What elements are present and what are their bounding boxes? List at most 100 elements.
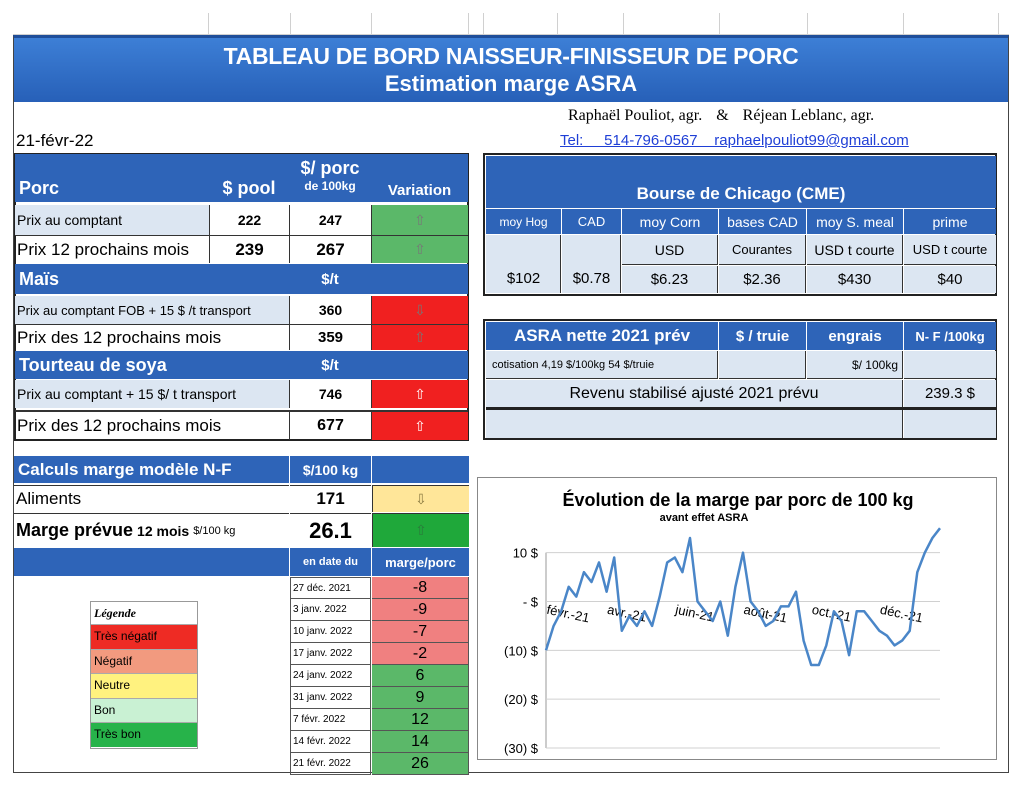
- grid-line: [623, 13, 624, 35]
- marge-prevue-unit: $/100 kg: [193, 524, 236, 537]
- history-margin-value: 12: [372, 709, 469, 731]
- cme-s-bases: Courantes: [719, 235, 806, 265]
- marge-header-blank: [372, 456, 469, 483]
- porc-row1-porc: 247: [289, 205, 371, 235]
- grid-line: [290, 13, 291, 35]
- arrow-up-icon: ⇧: [414, 385, 426, 402]
- report-date: 21-févr-22: [16, 131, 94, 150]
- cme-s-corn: USD: [622, 235, 718, 265]
- cme-v-prime: $40: [904, 266, 996, 293]
- arrow-down-icon: ⇩: [415, 490, 427, 507]
- cme-v-meal: $430: [807, 266, 903, 293]
- x-tick-label: déc.-21: [879, 602, 925, 626]
- history-margin-value: -7: [372, 621, 469, 643]
- cme-h-bases: bases CAD: [719, 209, 806, 234]
- mais-row2-variation: ⇧: [371, 324, 468, 350]
- legend-box: Légende Très négatif Négatif Neutre Bon Très…: [90, 601, 198, 749]
- marge-history-blank: [14, 548, 289, 576]
- cme-v-bases: $2.36: [719, 266, 806, 293]
- grid-line: [719, 13, 720, 35]
- x-tick-label: févr.-21: [545, 602, 591, 626]
- grid-line: [468, 13, 469, 35]
- y-tick-label: (30) $: [504, 741, 539, 756]
- chart-container: Évolution de la marge par porc de 100 kg…: [477, 477, 997, 760]
- legend-items: Très négatif Négatif Neutre Bon Très bon: [91, 624, 197, 747]
- aliments-variation: ⇩: [372, 485, 469, 512]
- asra-engrais-unit: $/ 100kg: [807, 351, 903, 379]
- arrow-up-icon: ⇧: [414, 241, 426, 257]
- title-banner: TABLEAU DE BORD NAISSEUR-FINISSEUR DE PO…: [14, 38, 1008, 102]
- cme-v-corn: $6.23: [622, 266, 718, 293]
- col-date-header: en date du: [290, 548, 371, 576]
- asra-divider: [486, 407, 996, 410]
- marge-prevue-variation: ⇧: [372, 513, 469, 547]
- arrow-up-icon: ⇧: [415, 522, 427, 538]
- cme-v-hog: $102: [506, 269, 541, 287]
- margin-series-line: [544, 527, 941, 667]
- history-date: 14 févr. 2022: [290, 731, 371, 753]
- history-date: 31 janv. 2022: [290, 687, 371, 709]
- asra-revenu-val: 239.3 $: [904, 380, 996, 407]
- history-margin-value: 9: [372, 687, 469, 709]
- contact-link[interactable]: Tel: 514-796-0567 raphaelpouliot99@gmail…: [560, 132, 909, 149]
- soya-unit: $/t: [289, 351, 371, 379]
- y-tick-label: 10 $: [513, 546, 539, 561]
- history-date: 24 janv. 2022: [290, 665, 371, 687]
- soya-row2-variation: ⇧: [371, 410, 468, 440]
- cme-h-cad: CAD: [562, 209, 621, 234]
- legend-item: Neutre: [91, 673, 197, 698]
- porc-row2-variation: ⇧: [371, 235, 468, 263]
- porc-row2-pool: 239: [209, 235, 289, 263]
- mais-unit: $/t: [289, 264, 371, 294]
- history-date: 7 févr. 2022: [290, 709, 371, 731]
- dashboard-frame: [13, 35, 1009, 773]
- chart-subtitle: avant effet ASRA: [659, 512, 749, 524]
- cme-table: [483, 153, 997, 296]
- aliments-val: 171: [290, 485, 371, 512]
- marge-unit: $/100 kg: [290, 456, 371, 483]
- marge-prevue-sub: 12 mois: [137, 522, 190, 539]
- soya-row1-label: Prix au comptant + 15 $/ t transport: [15, 380, 289, 408]
- cme-h-corn: moy Corn: [622, 209, 718, 234]
- porc-header: Porc: [15, 154, 209, 202]
- mais-header: Maïs: [15, 264, 289, 294]
- y-tick-label: (20) $: [504, 692, 539, 707]
- aliments-label: Aliments: [14, 485, 289, 512]
- soya-row1-variation: ⇧: [371, 380, 468, 408]
- history-margin-value: -2: [372, 643, 469, 665]
- mais-row1-val: 360: [289, 296, 371, 324]
- dashboard-title: TABLEAU DE BORD NAISSEUR-FINISSEUR DE PO…: [223, 43, 799, 69]
- mais-row2-label: Prix des 12 prochains mois: [15, 324, 289, 350]
- marge-prevue-val: 26.1: [290, 513, 371, 547]
- grid-line: [483, 13, 484, 35]
- col-porc-bottom: de 100kg: [304, 179, 356, 193]
- legend-title: Légende: [94, 606, 136, 620]
- marge-prevue-label: Marge prévue: [16, 520, 134, 540]
- arrow-up-icon: ⇧: [414, 329, 426, 345]
- grid-line: [208, 13, 209, 35]
- history-date: 17 janv. 2022: [290, 643, 371, 665]
- porc-row2-porc: 267: [289, 235, 371, 263]
- asra-h-truie: $ / truie: [719, 322, 806, 350]
- arrow-up-icon: ⇧: [414, 417, 426, 434]
- col-porc-header: $/ porc de 100kg: [289, 154, 371, 202]
- legend-item: Très bon: [91, 722, 197, 747]
- grid-line: [903, 13, 904, 35]
- history-date: 27 déc. 2021: [290, 577, 371, 599]
- marge-header: Calculs marge modèle N-F: [14, 456, 289, 483]
- porc-row1-variation: ⇧: [371, 205, 468, 235]
- margin-line-chart: 10 $- $(10) $(20) $(30) $févr.-21 avr.-21…: [504, 527, 941, 756]
- asra-revenu-label: Revenu stabilisé ajusté 2021 prévu: [486, 380, 903, 407]
- history-date: 3 janv. 2022: [290, 599, 371, 621]
- soya-header: Tourteau de soya: [15, 351, 289, 379]
- history-margin-value: 6: [372, 665, 469, 687]
- legend-item: Négatif: [91, 648, 197, 673]
- asra-h-nf: N- F /100kg: [904, 322, 996, 350]
- cme-h-prime: prime: [904, 209, 996, 234]
- mais-row2-val: 359: [289, 324, 371, 350]
- history-date: 10 janv. 2022: [290, 621, 371, 643]
- history-margin-value: -8: [372, 577, 469, 599]
- grid-line: [371, 13, 372, 35]
- cme-col-hog: [486, 235, 561, 293]
- dashboard-subtitle: Estimation marge ASRA: [384, 71, 638, 96]
